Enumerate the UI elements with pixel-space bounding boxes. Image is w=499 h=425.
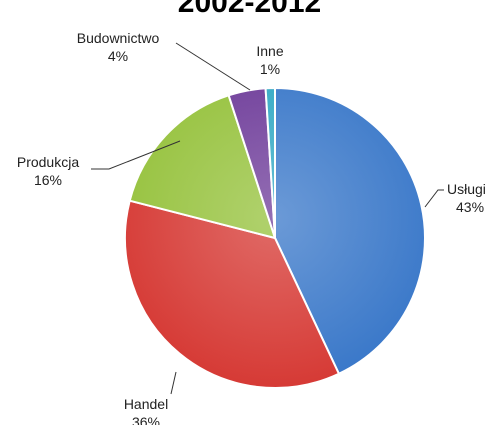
slice-percent-1: 36% xyxy=(132,414,160,425)
leader-line-2 xyxy=(91,140,181,170)
pie-slice-2 xyxy=(128,94,277,240)
slice-percent-4: 1% xyxy=(260,61,280,77)
pie-slice-4 xyxy=(264,86,276,239)
slice-name-1: Handel xyxy=(124,396,168,412)
slice-percent-0: 43% xyxy=(456,199,484,215)
chart-title: 2002-2012 xyxy=(177,0,322,19)
leader-line-1 xyxy=(170,371,177,395)
pie-slice-1 xyxy=(124,199,341,389)
slice-name-2: Produkcja xyxy=(17,154,79,170)
leader-lines xyxy=(91,42,444,395)
leader-line-0 xyxy=(424,189,444,208)
slice-labels: Usługi 43% Handel 36% Produkcja 16% Budownictw… xyxy=(17,30,486,425)
pie-slices xyxy=(124,86,426,389)
pie-slice-0 xyxy=(274,86,426,376)
slice-name-4: Inne xyxy=(256,43,283,59)
slice-name-3: Budownictwo xyxy=(77,30,160,46)
slice-name-0: Usługi xyxy=(447,181,486,197)
leader-line-3 xyxy=(175,42,251,91)
slice-percent-2: 16% xyxy=(34,172,62,188)
slice-percent-3: 4% xyxy=(108,48,128,64)
